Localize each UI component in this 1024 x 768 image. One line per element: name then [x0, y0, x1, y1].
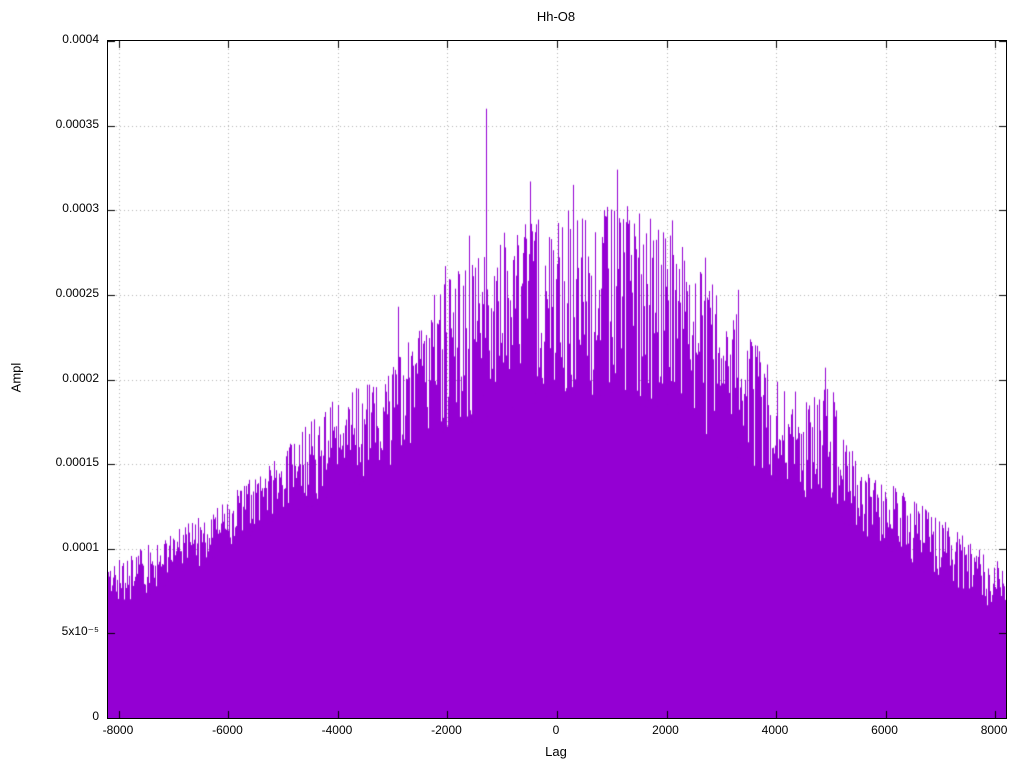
x-tick-label: -6000 — [212, 723, 243, 737]
y-tick-label: 0 — [92, 709, 99, 723]
x-tick-label: 6000 — [871, 723, 898, 737]
y-tick-label: 0.0004 — [62, 32, 99, 46]
y-tick-label: 0.00015 — [55, 455, 99, 470]
x-tick-label: 4000 — [761, 723, 789, 737]
y-tick-label: 0.0002 — [62, 370, 99, 385]
x-tick-label: 2000 — [652, 723, 679, 737]
x-tick-label: 0 — [552, 723, 560, 737]
x-tick-label: -8000 — [102, 723, 134, 737]
x-tick-label: -4000 — [321, 723, 353, 737]
y-tick-label: 0.0003 — [62, 201, 99, 216]
y-tick-label: 0.00025 — [55, 285, 99, 300]
chart-title: Hh-O8 — [536, 9, 576, 24]
x-tick-label: 8000 — [980, 723, 1008, 737]
y-tick-label: 0.0001 — [62, 539, 99, 554]
x-tick-label: -2000 — [431, 723, 462, 737]
x-axis-label: Lag — [545, 744, 567, 759]
plot-area — [107, 40, 1007, 719]
y-tick-label: 0.00035 — [55, 116, 99, 131]
y-tick-label: 5x10⁻⁵ — [61, 624, 99, 639]
